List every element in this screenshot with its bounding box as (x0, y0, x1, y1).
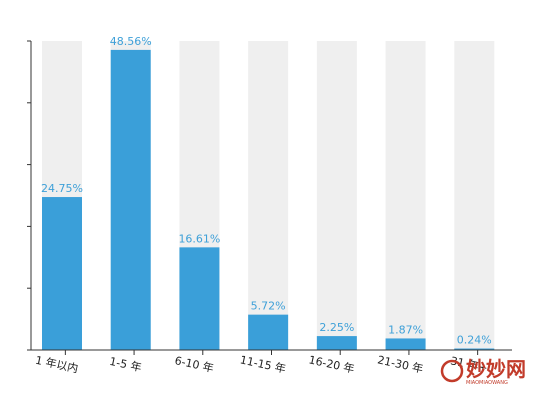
background-bar (316, 41, 357, 350)
category-label: 6-10 年 (174, 353, 216, 375)
data-bar (316, 336, 357, 350)
data-bar (110, 49, 151, 350)
data-bar (385, 338, 426, 350)
value-label: 24.75% (41, 182, 83, 195)
value-labels: 24.75% 48.56% 16.61% 5.72% 2.25% 1.87% 0.24% (41, 35, 492, 347)
value-label: 1.87% (388, 323, 423, 336)
y-axis (27, 40, 32, 351)
value-label: 48.56% (110, 35, 152, 48)
value-label: 2.25% (319, 321, 354, 334)
value-label: 0.24% (457, 334, 492, 347)
category-label: 21-30 年 (376, 352, 424, 375)
x-axis (31, 349, 512, 355)
category-label: 11-15 年 (239, 352, 287, 375)
value-label: 16.61% (178, 232, 220, 245)
background-bar (248, 41, 289, 350)
background-bar (454, 41, 495, 350)
category-label: 1-5 年 (108, 354, 143, 374)
data-bar (454, 348, 495, 350)
watermark-logo: 妙妙网 MIAOMIAOWANG (440, 357, 526, 386)
category-label: 1 年以内 (34, 353, 79, 376)
data-bar (42, 197, 82, 350)
data-bars (42, 49, 495, 350)
category-label: 16-20 年 (308, 352, 356, 375)
data-bar (179, 247, 220, 350)
category-labels: 1 年以内 1-5 年 6-10 年 11-15 年 16-20 年 21-30 年 31 … (34, 352, 489, 375)
watermark-logo-icon (440, 359, 464, 383)
watermark-text: 妙妙网 (466, 357, 526, 381)
background-bar (385, 41, 426, 350)
data-bar (248, 314, 289, 350)
value-label: 5.72% (251, 300, 286, 313)
watermark-subtext: MIAOMIAOWANG (466, 380, 508, 386)
